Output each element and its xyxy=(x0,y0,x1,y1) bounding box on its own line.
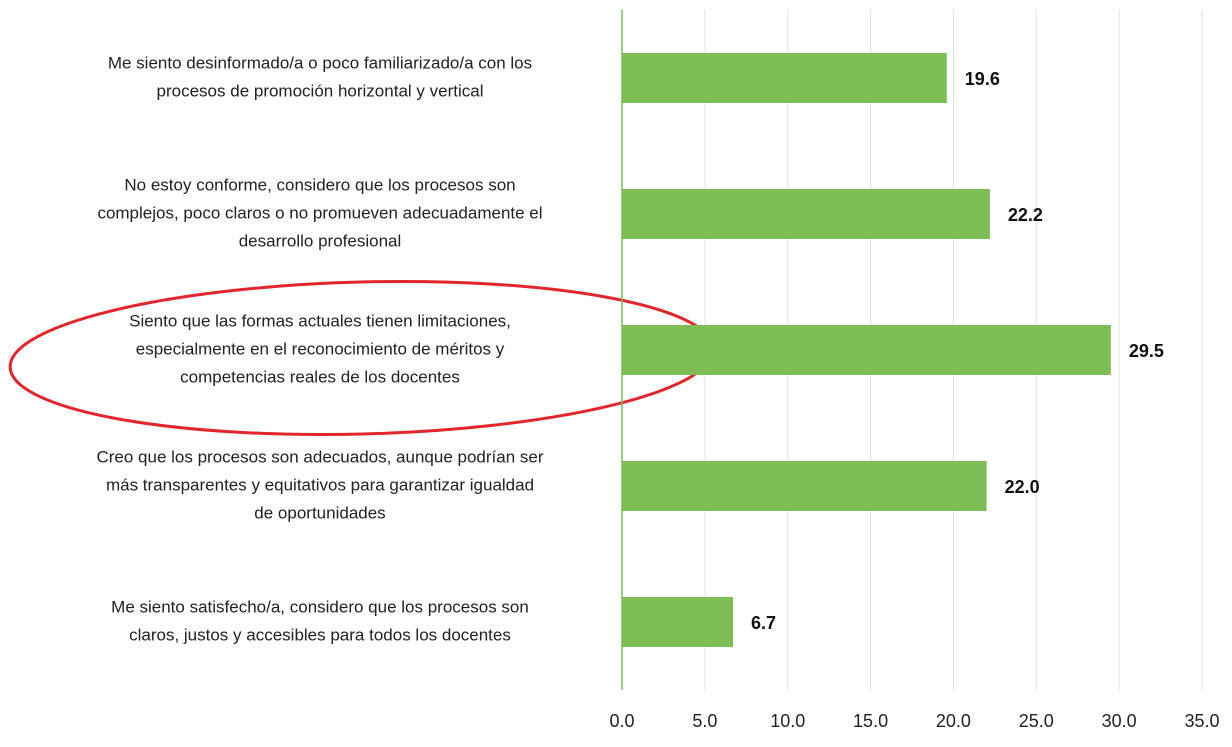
category-label: procesos de promoción horizontal y verti… xyxy=(157,81,484,100)
value-label: 19.6 xyxy=(965,69,1000,89)
category-label: más transparentes y equitativos para gar… xyxy=(106,475,534,494)
category-label: desarrollo profesional xyxy=(239,231,402,250)
category-label: No estoy conforme, considero que los pro… xyxy=(124,175,515,194)
value-label: 22.2 xyxy=(1008,205,1043,225)
category-label: Me siento satisfecho/a, considero que lo… xyxy=(111,597,529,616)
x-tick-label: 30.0 xyxy=(1102,711,1137,731)
bar xyxy=(622,53,947,103)
x-tick-label: 35.0 xyxy=(1184,711,1219,731)
x-tick-label: 20.0 xyxy=(936,711,971,731)
category-label: competencias reales de los docentes xyxy=(180,367,460,386)
bar xyxy=(622,461,987,511)
category-label: complejos, poco claros o no promueven ad… xyxy=(97,203,542,222)
value-label: 22.0 xyxy=(1005,477,1040,497)
category-label: claros, justos y accesibles para todos l… xyxy=(129,625,511,644)
x-tick-label: 15.0 xyxy=(853,711,888,731)
x-tick-label: 5.0 xyxy=(692,711,717,731)
bar xyxy=(622,597,734,647)
x-tick-label: 10.0 xyxy=(770,711,805,731)
value-label: 29.5 xyxy=(1129,341,1164,361)
value-label: 6.7 xyxy=(751,613,776,633)
bar xyxy=(622,189,990,239)
bar xyxy=(622,325,1111,375)
category-label: Siento que las formas actuales tienen li… xyxy=(129,311,511,330)
x-tick-label: 0.0 xyxy=(609,711,634,731)
category-label: especialmente en el reconocimiento de mé… xyxy=(136,339,505,358)
category-label: Me siento desinformado/a o poco familiar… xyxy=(108,53,532,72)
category-label: Creo que los procesos son adecuados, aun… xyxy=(96,447,543,466)
category-label: de oportunidades xyxy=(254,503,385,522)
x-tick-label: 25.0 xyxy=(1019,711,1054,731)
